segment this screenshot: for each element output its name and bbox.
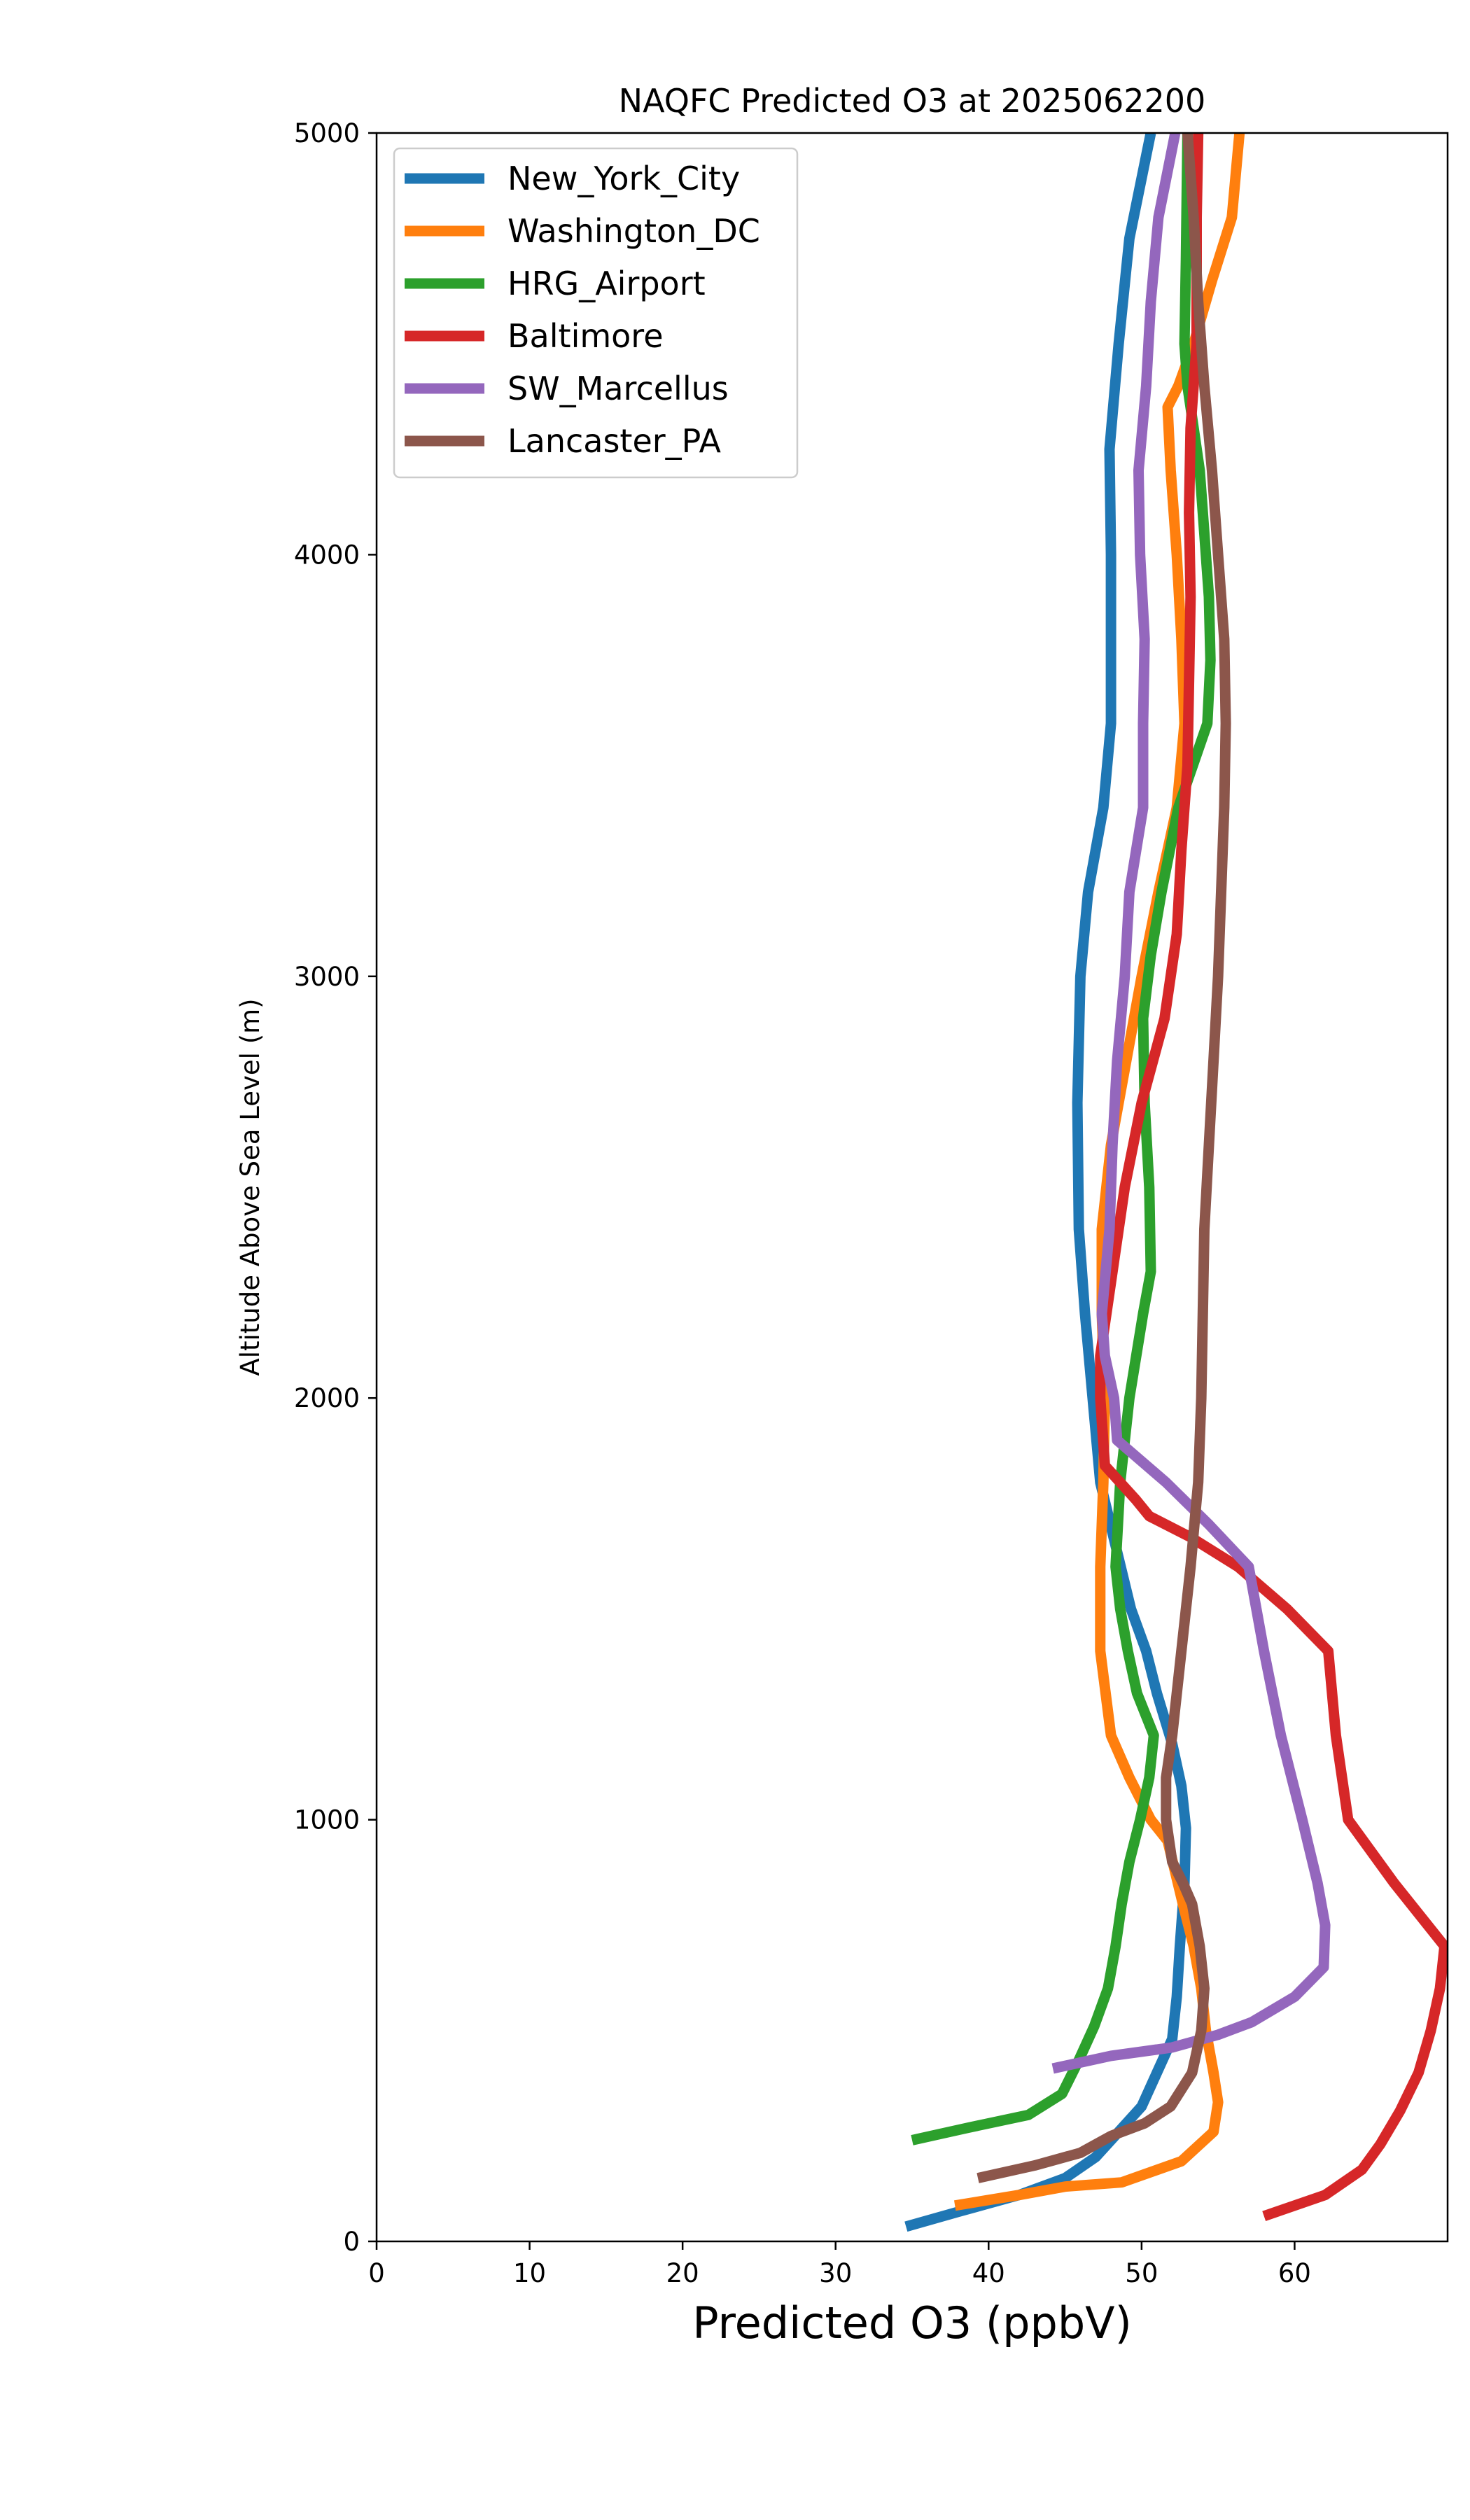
legend: New_York_City Washington_DC HRG_Airport Bal… [393,147,799,479]
y-axis: 0 1000 2000 3000 4000 5000 [294,118,377,2257]
legend-label: Washington_DC [507,212,760,250]
x-tick-label: 60 [1278,2258,1311,2288]
legend-label: HRG_Airport [507,265,706,302]
series-layer [904,133,1448,2232]
x-tick-label: 20 [666,2258,699,2288]
legend-box [393,147,799,479]
y-tick-label: 2000 [294,1383,360,1413]
chart-title: NAQFC Predicted O3 at 2025062200 [619,82,1206,120]
y-tick-label: 0 [343,2227,360,2257]
series-line-washington-dc [953,133,1245,2211]
y-tick-label: 5000 [294,118,360,148]
series-line-sw-marcellus [1051,133,1331,2074]
legend-label: Lancaster_PA [507,422,721,460]
series-line-new-york-city [904,133,1191,2232]
legend-items: New_York_City Washington_DC HRG_Airport Bal… [405,160,760,460]
axes-frame [375,132,1449,2243]
y-axis-label: Altitude Above Sea Level (m) [235,998,265,1376]
y-tick-label: 3000 [294,962,360,992]
y-tick-label: 4000 [294,540,360,570]
x-tick-label: 40 [972,2258,1005,2288]
series-line-hrg-airport [911,133,1216,2146]
x-tick-label: 10 [513,2258,546,2288]
legend-label: SW_Marcellus [507,370,729,407]
x-axis: 0 10 20 30 40 50 60 [368,2241,1311,2288]
x-tick-label: 50 [1125,2258,1158,2288]
y-tick-label: 1000 [294,1805,360,1835]
x-tick-label: 0 [368,2258,385,2288]
x-axis-label: Predicted O3 (ppbV) [692,2297,1132,2348]
series-line-baltimore [1095,133,1448,2221]
legend-label: New_York_City [507,160,740,197]
series-line-lancaster-pa [976,133,1231,2183]
x-tick-label: 30 [819,2258,852,2288]
legend-label: Baltimore [507,317,664,355]
